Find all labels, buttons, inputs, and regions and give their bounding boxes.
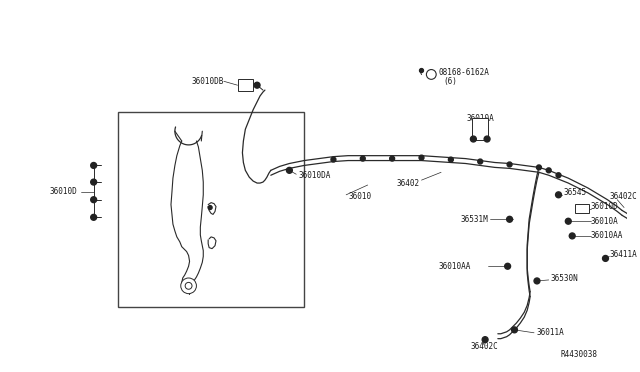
Circle shape [420, 68, 424, 73]
Circle shape [547, 168, 551, 173]
Text: R4430038: R4430038 [561, 350, 598, 359]
Circle shape [91, 163, 97, 169]
Circle shape [254, 82, 260, 88]
Text: 36010D: 36010D [50, 187, 77, 196]
Circle shape [208, 206, 212, 209]
Circle shape [602, 256, 609, 262]
Circle shape [91, 197, 97, 203]
Circle shape [180, 278, 196, 294]
Bar [575, 203, 589, 214]
Circle shape [91, 214, 97, 220]
Text: 36010AA: 36010AA [438, 262, 470, 271]
Circle shape [536, 165, 541, 170]
Text: 36010A: 36010A [591, 217, 618, 226]
Text: 36010A: 36010A [467, 114, 494, 123]
Circle shape [331, 157, 336, 162]
Text: 36010D: 36010D [591, 202, 618, 211]
Text: B: B [429, 72, 434, 77]
Circle shape [482, 337, 488, 343]
Circle shape [185, 282, 192, 289]
Circle shape [91, 179, 97, 185]
Bar [118, 112, 304, 307]
Text: 36402: 36402 [396, 179, 420, 187]
Text: 36011A: 36011A [536, 328, 564, 337]
Text: (6): (6) [443, 77, 457, 86]
Circle shape [484, 136, 490, 142]
Circle shape [449, 157, 453, 162]
Text: 36010AA: 36010AA [591, 231, 623, 240]
Circle shape [565, 218, 572, 224]
Circle shape [511, 327, 517, 333]
Text: 36010DA: 36010DA [298, 171, 331, 180]
Bar [237, 79, 253, 91]
Circle shape [534, 278, 540, 284]
Circle shape [360, 156, 365, 161]
Circle shape [507, 217, 513, 222]
Text: 36530N: 36530N [550, 275, 579, 283]
Text: 36545: 36545 [563, 188, 586, 198]
Circle shape [569, 233, 575, 239]
Circle shape [556, 173, 561, 178]
Circle shape [505, 263, 511, 269]
Circle shape [478, 159, 483, 164]
Text: 08168-6162A: 08168-6162A [438, 68, 489, 77]
Circle shape [507, 162, 512, 167]
Text: 36402C: 36402C [470, 342, 498, 351]
Circle shape [390, 156, 395, 161]
Circle shape [419, 155, 424, 160]
Circle shape [426, 70, 436, 79]
Circle shape [470, 136, 476, 142]
Text: 36402C: 36402C [609, 192, 637, 201]
Circle shape [287, 167, 292, 173]
Text: 36010: 36010 [348, 192, 371, 201]
Text: 36411A: 36411A [609, 250, 637, 259]
Text: 36531M: 36531M [460, 215, 488, 224]
Text: 36010DB: 36010DB [191, 77, 224, 86]
Bar [472, 118, 488, 140]
Circle shape [556, 192, 561, 198]
